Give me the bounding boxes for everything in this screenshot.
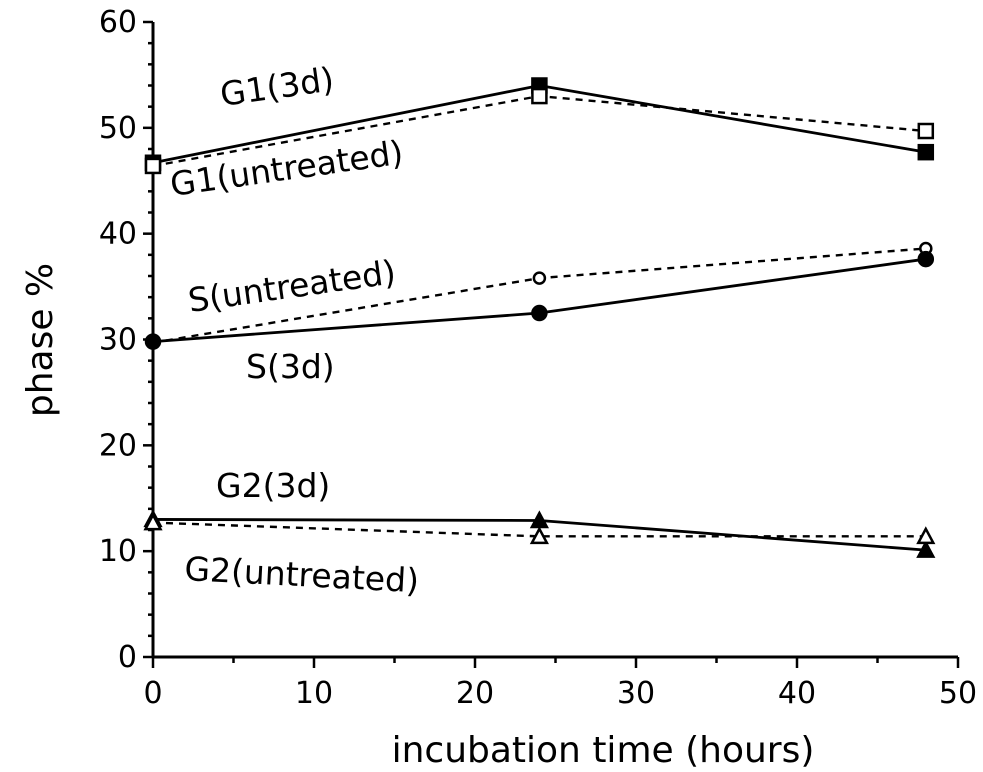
y-tick-label: 10 xyxy=(99,534,137,569)
series-label-s-untreated: S(untreated) xyxy=(186,252,398,320)
y-tick-label: 0 xyxy=(118,640,137,675)
data-point-s-3d xyxy=(532,306,546,320)
y-tick-label: 30 xyxy=(99,323,137,358)
x-tick-label: 20 xyxy=(456,676,494,711)
y-tick-label: 60 xyxy=(99,5,137,40)
data-point-g1-untreated xyxy=(532,89,546,103)
series-label-g2-3d: G2(3d) xyxy=(216,466,330,505)
data-point-g1-3d xyxy=(919,145,933,159)
series-label-g1-3d: G1(3d) xyxy=(218,59,337,114)
series-label-g2-untreated: G2(untreated) xyxy=(184,549,420,600)
x-tick-label: 10 xyxy=(295,676,333,711)
series-label-g1-untreated: G1(untreated) xyxy=(168,133,406,204)
data-point-s-3d xyxy=(146,335,160,349)
x-tick-label: 50 xyxy=(939,676,977,711)
y-tick-label: 50 xyxy=(99,111,137,146)
y-tick-label: 40 xyxy=(99,217,137,252)
data-point-s-3d xyxy=(919,252,933,266)
data-point-g1-untreated xyxy=(919,124,933,138)
y-axis-title: phase % xyxy=(20,263,61,417)
y-tick-label: 20 xyxy=(99,428,137,463)
x-tick-label: 40 xyxy=(778,676,816,711)
data-point-g1-untreated xyxy=(146,159,160,173)
data-point-s-untreated xyxy=(534,273,545,284)
x-tick-label: 0 xyxy=(143,676,162,711)
x-tick-label: 30 xyxy=(617,676,655,711)
x-axis-title: incubation time (hours) xyxy=(392,730,815,771)
series-label-s-3d: S(3d) xyxy=(246,347,335,386)
